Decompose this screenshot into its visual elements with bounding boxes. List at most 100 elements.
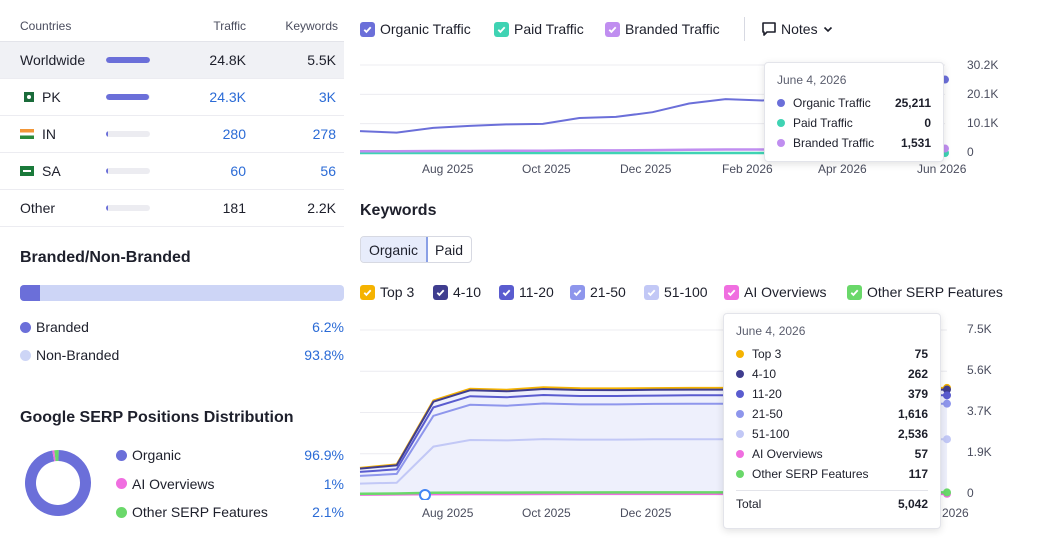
tab-paid[interactable]: Paid	[435, 241, 464, 258]
tooltip-dot-icon	[777, 119, 785, 127]
tooltip-row: Organic Traffic 25,211	[777, 93, 931, 113]
checkbox-icon	[605, 21, 620, 37]
checkbox-icon	[724, 284, 739, 300]
tooltip-label: AI Overviews	[752, 447, 823, 461]
country-name-cell: SA	[0, 163, 106, 179]
tooltip-value: 1,531	[900, 136, 931, 150]
tooltip-label: 4-10	[752, 367, 777, 381]
keywords-tooltip-total: Total 5,042	[736, 490, 928, 511]
country-share-fill	[106, 205, 108, 211]
checkbox-icon	[360, 21, 375, 37]
country-traffic[interactable]: 60	[230, 163, 246, 179]
country-share-bar	[106, 94, 150, 100]
tooltip-label: 51-100	[752, 427, 790, 441]
tooltip-label: Other SERP Features	[752, 467, 869, 481]
x-tick-label: Aug 2025	[422, 506, 474, 520]
country-row[interactable]: IN 280 278	[0, 116, 344, 153]
country-row[interactable]: SA 60 56	[0, 153, 344, 190]
legend-label: 4-10	[453, 284, 482, 300]
branded-label: Branded	[36, 319, 89, 335]
serp-value[interactable]: 1%	[323, 475, 344, 492]
branded-value[interactable]: 6.2%	[312, 319, 344, 335]
series-endpoint	[943, 391, 951, 400]
country-traffic[interactable]: 280	[222, 126, 246, 142]
nonbranded-value[interactable]: 93.8%	[304, 347, 344, 363]
x-tick-label: Dec 2025	[620, 162, 672, 176]
tooltip-value: 379	[907, 387, 928, 401]
country-traffic[interactable]: 24.3K	[209, 89, 246, 105]
google-icon[interactable]	[419, 489, 431, 500]
tooltip-row: 51-100 2,536	[736, 424, 928, 444]
tooltip-value: 1,616	[897, 407, 928, 421]
y-tick-label: 10.1K	[967, 116, 999, 130]
keywords-title: Keywords	[360, 202, 437, 219]
country-keywords: 2.2K	[307, 200, 336, 216]
pk-flag-icon	[20, 92, 34, 102]
legend-toggle-11-20[interactable]: 11-20	[499, 284, 554, 300]
y-tick-label: 30.2K	[967, 58, 999, 72]
tooltip-label: Organic Traffic	[793, 96, 871, 110]
toggle-paid-traffic[interactable]: Paid Traffic	[494, 19, 584, 39]
country-share-bar	[106, 205, 150, 211]
country-share-fill	[106, 57, 150, 63]
series-endpoint	[943, 399, 951, 408]
tooltip-dot-icon	[736, 350, 744, 358]
tooltip-row: AI Overviews 57	[736, 444, 928, 464]
sa-flag-icon	[20, 166, 34, 176]
tooltip-value: 0	[924, 116, 931, 130]
toggle-branded-traffic[interactable]: Branded Traffic	[605, 19, 720, 39]
country-name: SA	[42, 163, 61, 179]
branded-dot-icon	[20, 321, 31, 333]
y-tick-label: 0	[967, 145, 974, 159]
legend-toggle-21-50[interactable]: 21-50	[570, 284, 626, 300]
donut-slice[interactable]	[52, 450, 56, 462]
country-row[interactable]: Worldwide 24.8K 5.5K	[0, 42, 344, 79]
toggle-organic-traffic[interactable]: Organic Traffic	[360, 19, 471, 39]
header-keywords: Keywords	[285, 18, 338, 33]
nonbranded-dot-icon	[20, 349, 31, 361]
in-flag-icon	[20, 129, 34, 139]
serp-legend-row: Other SERP Features 2.1%	[116, 502, 344, 522]
traffic-tooltip-date: June 4, 2026	[777, 73, 847, 87]
traffic-tooltip: June 4, 2026 Organic Traffic 25,211 Paid T…	[764, 62, 944, 162]
serp-label: Organic	[132, 447, 182, 463]
serp-value[interactable]: 2.1%	[312, 504, 344, 520]
country-keywords[interactable]: 278	[312, 126, 336, 142]
nonbranded-label: Non-Branded	[36, 347, 120, 363]
tooltip-dot-icon	[777, 139, 785, 147]
tooltip-label: Top 3	[752, 347, 782, 361]
country-share-fill	[106, 94, 150, 100]
legend-toggle-other-serp-features[interactable]: Other SERP Features	[847, 284, 1003, 300]
legend-label: 11-20	[519, 284, 554, 300]
donut-slice[interactable]	[54, 450, 59, 462]
legend-toggle-ai-overviews[interactable]: AI Overviews	[724, 284, 826, 300]
donut-slice[interactable]	[25, 450, 92, 516]
checkbox-icon	[570, 284, 585, 300]
tooltip-dot-icon	[736, 430, 744, 438]
legend-toggle-4-10[interactable]: 4-10	[433, 284, 481, 300]
tooltip-row: 11-20 379	[736, 384, 928, 404]
notes-icon	[762, 22, 776, 36]
country-row[interactable]: PK 24.3K 3K	[0, 79, 344, 116]
series-endpoint	[943, 435, 951, 444]
tooltip-row: Branded Traffic 1,531	[777, 133, 931, 153]
checkbox-icon	[499, 284, 514, 300]
legend-toggle-51-100[interactable]: 51-100	[644, 284, 708, 300]
tooltip-label: Branded Traffic	[793, 136, 875, 150]
nonbranded-legend-row: Non-Branded 93.8%	[20, 345, 344, 365]
serp-legend-row: Organic 96.9%	[116, 445, 344, 465]
legend-toggle-top-3[interactable]: Top 3	[360, 284, 414, 300]
serp-legend-row: AI Overviews 1%	[116, 474, 344, 494]
country-row[interactable]: Other 181 2.2K	[0, 190, 344, 227]
x-tick-label: Oct 2025	[522, 506, 571, 520]
tooltip-dot-icon	[736, 390, 744, 398]
country-keywords[interactable]: 56	[320, 163, 336, 179]
header-traffic: Traffic	[213, 18, 246, 33]
country-keywords[interactable]: 3K	[318, 89, 336, 105]
tab-organic[interactable]: Organic	[361, 237, 429, 262]
legend-label: 21-50	[590, 284, 626, 300]
tooltip-row: 21-50 1,616	[736, 404, 928, 424]
notes-dropdown[interactable]: Notes	[761, 19, 834, 39]
serp-value[interactable]: 96.9%	[304, 447, 344, 463]
tooltip-value: 57	[914, 447, 928, 461]
